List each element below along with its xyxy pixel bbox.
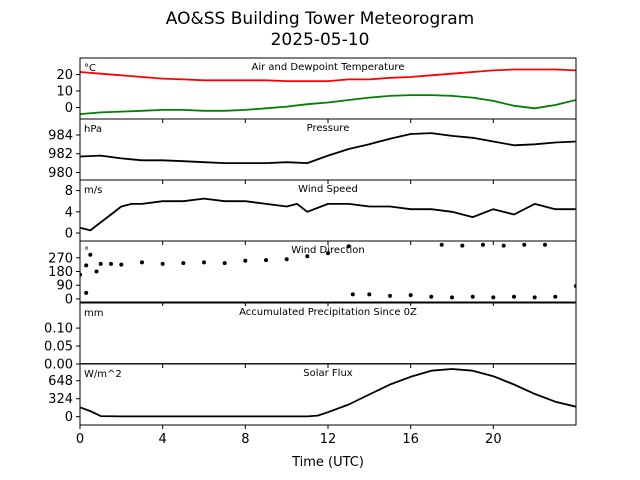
data-point [481,242,485,247]
y-tick-label: 8 [65,184,73,199]
data-point [543,242,547,247]
y-tick-label: 0.10 [44,322,73,337]
figure-title-line1: AO&SS Building Tower Meteorogram [166,9,474,29]
data-point [109,261,113,266]
data-point [429,294,434,299]
y-tick-label: 10 [56,84,73,99]
y-tick-label: 0.05 [44,340,73,355]
y-tick-label: 984 [48,128,73,143]
panel-title: Wind Direction [291,245,365,256]
data-point [553,294,558,299]
data-point [202,260,206,265]
data-point [94,269,99,274]
data-point [243,258,248,263]
data-point [460,243,465,248]
x-axis-title: Time (UTC) [291,455,364,470]
data-point [501,243,506,248]
data-point [450,295,454,300]
panel-unit-label: m/s [84,185,102,196]
series-line-0 [80,368,576,418]
x-tick-label: 12 [320,432,337,447]
data-point [305,254,310,259]
x-tick-label: 4 [159,432,167,447]
panel-title: Accumulated Precipitation Since 0Z [239,307,417,318]
data-point [181,261,186,266]
x-tick-label: 16 [402,432,419,447]
series-line-0 [80,197,576,232]
data-point [326,251,330,256]
panel-4: 0.00 0.05 0.10 mm Accumulated Precipitation … [44,302,577,373]
y-tick-label: 0 [65,410,73,425]
y-tick-label: 324 [48,392,73,407]
panel-unit-label: ° [84,246,89,257]
data-point [439,242,444,247]
x-tick-label: 20 [485,432,502,447]
data-point [88,252,93,257]
data-point [84,290,89,295]
panel-unit-label: °C [84,63,96,74]
panel-title: Solar Flux [303,368,353,379]
y-tick-label: 270 [48,251,73,266]
panel-5: 0 324 648 W/m^2 Solar Flux [48,363,577,429]
x-tick-label: 8 [241,432,249,447]
y-tick-label: 982 [48,147,73,162]
y-tick-label: 0.00 [44,358,73,373]
data-point [346,244,351,249]
panel-title: Pressure [307,123,350,134]
data-point [408,293,413,298]
data-point [491,295,496,300]
series-line-0 [80,132,576,164]
data-point [160,261,165,266]
y-tick-label: 90 [56,279,73,294]
y-tick-label: 0 [65,101,73,116]
data-point [222,261,227,266]
series-line-0 [80,68,576,82]
series-line-1 [80,94,576,115]
panel-unit-label: mm [84,308,103,319]
data-point [388,293,392,298]
y-tick-label: 648 [48,374,73,389]
x-tick-label: 0 [76,432,84,447]
data-point [470,294,475,299]
y-tick-label: 4 [65,205,73,220]
y-tick-label: 980 [48,166,73,181]
data-point [140,260,144,265]
data-point [84,263,89,268]
data-point [119,262,124,267]
data-point [532,295,537,300]
data-point [512,294,516,299]
data-point [284,257,289,262]
y-tick-label: 0 [65,292,73,307]
figure-title-line2: 2025-05-10 [271,30,370,50]
data-point [522,242,527,247]
panel-2: 0 4 8 m/s Wind Speed [65,179,577,245]
data-point [350,292,355,297]
panel-1: 980 982 984 hPa Pressure [48,118,577,184]
y-tick-label: 20 [56,68,73,83]
panel-title: Air and Dewpoint Temperature [252,62,405,73]
panel-unit-label: W/m^2 [84,369,122,380]
data-point [367,292,372,297]
y-tick-label: 180 [48,265,73,280]
panel-title: Wind Speed [298,184,358,195]
data-point [98,261,103,266]
y-tick-label: 0 [65,227,73,242]
data-point [264,258,268,263]
panel-unit-label: hPa [84,124,102,135]
